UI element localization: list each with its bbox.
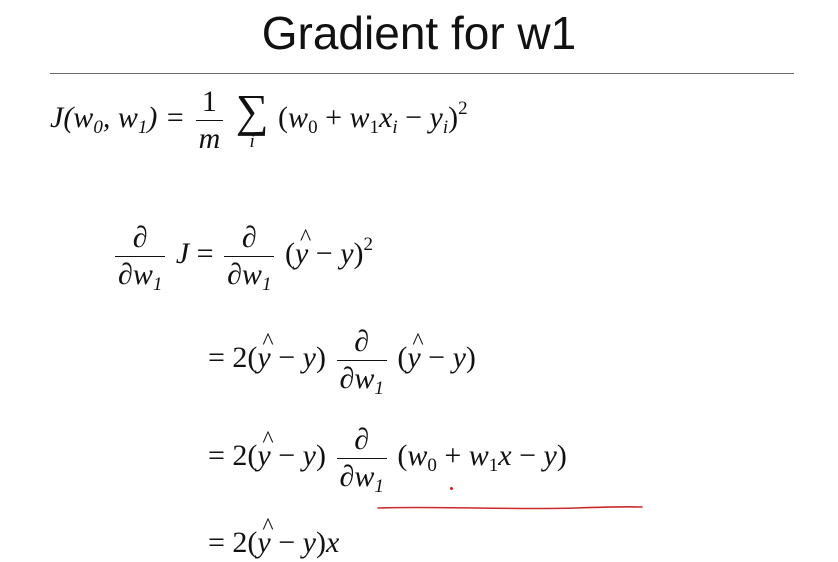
final-gradient-result: = 2(y ^ − y)x xyxy=(208,514,340,560)
eq2-rhs-fraction: ∂ ∂w1 xyxy=(224,221,275,294)
chain-rule-step: = 2(y ^ − y) ∂ ∂w1 (y ^ − y) xyxy=(208,325,476,398)
eq4-tail: (w0 + w1x − y) xyxy=(397,438,567,476)
annotation-dot xyxy=(450,487,453,490)
eq4-fraction: ∂ ∂w1 xyxy=(336,423,387,496)
eq3-fraction: ∂ ∂w1 xyxy=(336,325,387,398)
eq4-frac-num: ∂ xyxy=(354,423,370,456)
eq1-frac-num: 1 xyxy=(201,85,217,118)
eq1-fraction: 1 m xyxy=(195,85,224,155)
eq4-frac-den: ∂w1 xyxy=(336,457,387,496)
eq2-lhs-tail: J = xyxy=(175,236,214,270)
eq2-lhs-fraction: ∂ ∂w1 xyxy=(115,221,166,294)
partial-derivative-equation: ∂ ∂w1 J = ∂ ∂w1 (y ^ − y)2 xyxy=(112,221,374,294)
summation-operator: ∑ i xyxy=(235,84,269,153)
eq1-body: (w0 + w1xi − yi)2 xyxy=(278,97,468,138)
red-underline-annotation xyxy=(377,505,643,510)
eq3-prefix: = 2(y ^ − y) xyxy=(208,328,326,374)
eq5-text: = 2(y ^ − y)x xyxy=(208,514,340,559)
eq3-frac-num: ∂ xyxy=(354,325,370,358)
eq2-rhs-tail: (y ^ − y)2 xyxy=(284,224,374,270)
eq2-frac-num: ∂ xyxy=(132,221,148,254)
sigma-symbol: ∑ xyxy=(235,84,269,136)
eq3-tail: (y ^ − y) xyxy=(397,328,476,374)
eq1-lhs: J(w0, w1) = xyxy=(50,100,186,138)
eq2-frac-den: ∂w1 xyxy=(115,255,166,294)
sum-index: i xyxy=(249,131,255,153)
eq2-rhs-frac-den: ∂w1 xyxy=(224,255,275,294)
substitution-step: = 2(y ^ − y) ∂ ∂w1 (w0 + w1x − y) xyxy=(208,423,567,496)
eq4-prefix: = 2(y ^ − y) xyxy=(208,426,326,472)
eq2-rhs-frac-num: ∂ xyxy=(241,221,257,254)
slide-title: Gradient for w1 xyxy=(261,7,577,59)
title-divider xyxy=(50,73,794,74)
eq3-frac-den: ∂w1 xyxy=(336,359,387,398)
eq1-frac-den: m xyxy=(195,119,224,155)
cost-function-equation: J(w0, w1) = 1 m ∑ i (w0 + w1xi − yi)2 xyxy=(50,86,468,154)
